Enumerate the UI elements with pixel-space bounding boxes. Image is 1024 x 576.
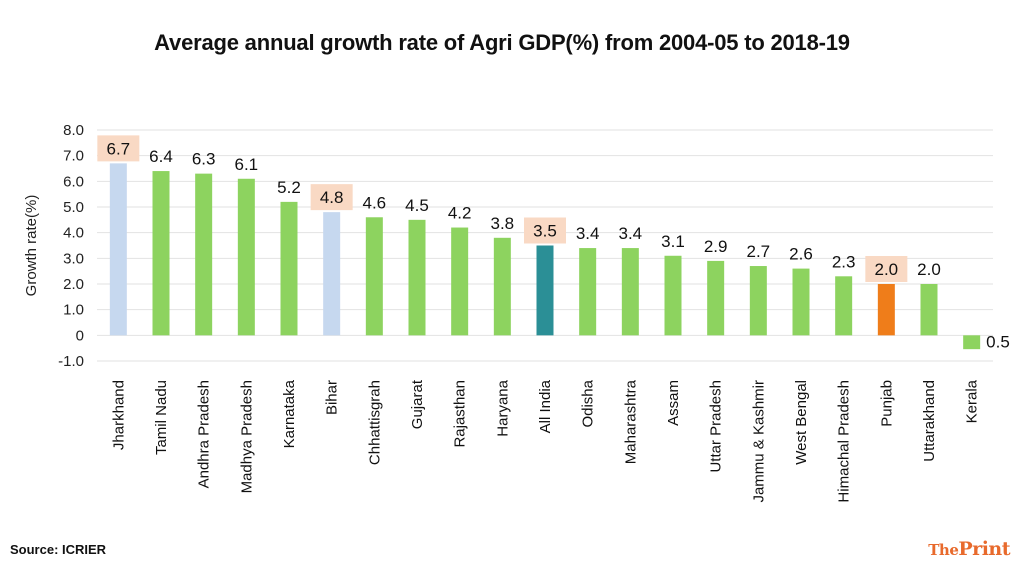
chart-title: Average annual growth rate of Agri GDP(%… [154,30,850,55]
category-label: Madhya Pradesh [238,380,255,493]
category-label: Tamil Nadu [153,380,170,455]
y-tick-label: -1.0 [58,353,84,370]
y-tick-label: 2.0 [63,276,84,293]
bar [835,276,853,336]
bar [323,212,341,336]
brand-logo: ThePrint [928,538,1010,560]
bar [579,248,597,336]
value-label: 2.3 [832,252,856,271]
category-label: Rajasthan [452,380,469,448]
bar [536,245,554,336]
value-label: 6.1 [235,155,259,174]
bar [280,201,298,336]
value-label: 4.5 [405,196,429,215]
bar [621,248,639,336]
value-label: 5.2 [277,178,301,197]
category-label: Bihar [324,380,341,415]
y-tick-label: 6.0 [63,173,84,190]
value-label: 2.0 [875,260,899,279]
category-label: Gujarat [409,379,426,429]
value-label: 2.6 [789,245,813,264]
value-label-highlight [97,135,140,162]
value-label: 4.2 [448,204,472,223]
y-tick-label: 1.0 [63,302,84,319]
category-label: All India [537,379,554,433]
value-label: 3.8 [491,214,515,233]
category-label: Jammu & Kashmir [750,380,767,503]
value-label: 0.5 [986,332,1010,351]
category-label: Maharashtra [622,379,639,464]
bar [877,284,895,336]
value-label: 2.9 [704,237,728,256]
bar [963,335,981,350]
bar [152,171,170,336]
category-label: Punjab [878,380,895,427]
category-label: Assam [665,380,682,426]
category-label: Chhattisgrah [366,380,383,465]
category-label: Haryana [494,379,511,436]
value-label: 6.3 [192,150,216,169]
bar [109,163,127,336]
bar [195,173,213,336]
y-tick-label: 8.0 [63,122,84,139]
y-tick-label: 3.0 [63,250,84,267]
bar [493,237,511,336]
bar [408,219,426,336]
value-label: 3.4 [619,224,643,243]
category-label: Himachal Pradesh [836,380,853,503]
bar [707,260,725,336]
bar [451,227,469,336]
value-label: 2.7 [747,242,771,261]
value-label: 4.6 [363,193,387,212]
value-label-highlight [524,217,566,244]
y-axis-label: Growth rate(%) [23,195,40,297]
y-tick-label: 4.0 [63,225,84,242]
value-label: 3.4 [576,224,600,243]
category-label: Odisha [580,379,597,427]
bar [792,268,810,336]
category-label: Uttarakhand [921,380,938,462]
category-label: Karnataka [281,379,298,448]
value-label: 6.4 [149,147,173,166]
source-note: Source: ICRIER [10,542,107,557]
y-tick-label: 5.0 [63,199,84,216]
value-label: 3.5 [533,222,557,241]
category-label: Uttar Pradesh [708,380,725,473]
bar [920,284,938,336]
y-tick-label: 7.0 [63,148,84,165]
bar [749,266,767,336]
category-label: West Bengal [793,380,810,465]
value-label: 6.7 [107,139,131,158]
value-label: 2.0 [917,260,941,279]
category-label: Jharkhand [110,380,127,450]
bar [664,255,682,336]
category-label: Andhra Pradesh [196,380,213,488]
value-label: 3.1 [661,232,685,251]
bar [365,217,383,336]
category-label: Kerala [964,379,981,423]
bar [237,178,255,336]
value-label-highlight [310,184,353,211]
value-label: 4.8 [320,188,344,207]
value-label-highlight [865,256,908,282]
y-tick-label: 0 [76,327,84,344]
